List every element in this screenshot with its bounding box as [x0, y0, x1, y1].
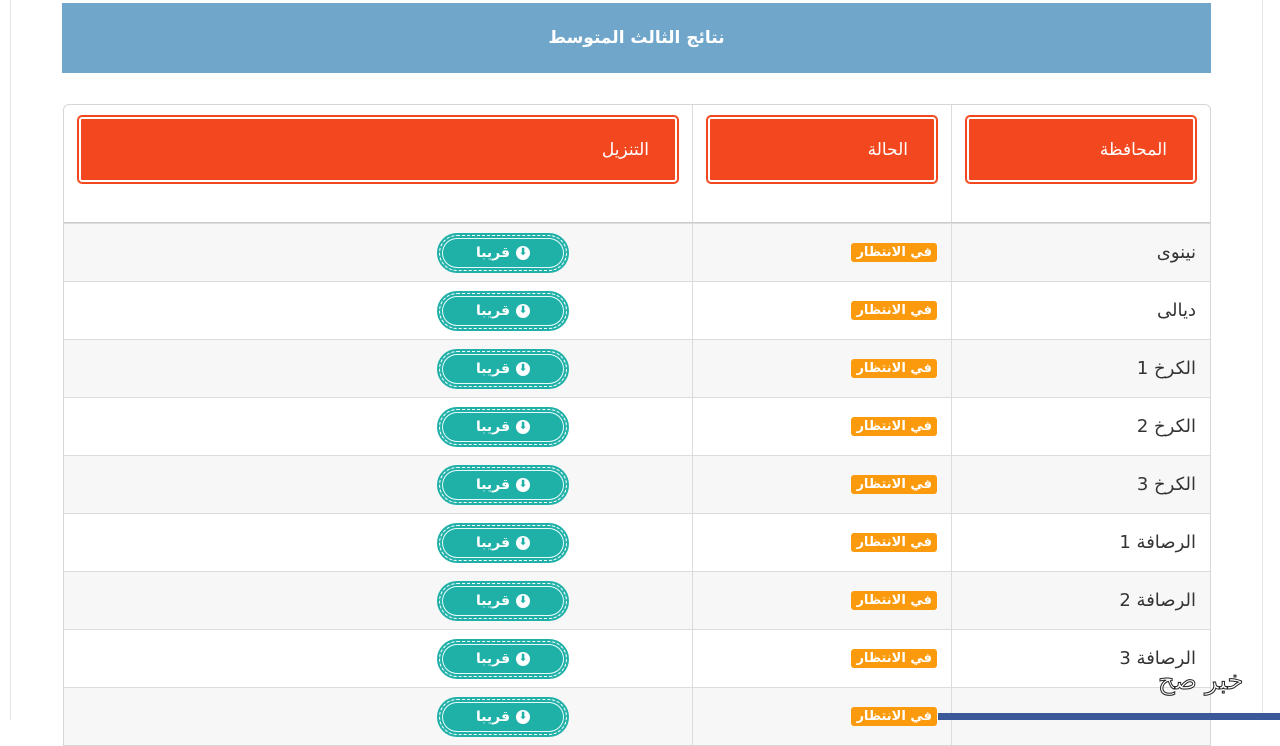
download-label: قريبا [475, 592, 511, 609]
download-label: قريبا [475, 534, 511, 551]
province-cell: الكرخ 3 [951, 456, 1210, 513]
download-icon: ⬇ [516, 477, 531, 492]
table-row: الرصافة 1 في الانتظار ⬇ قريبا [64, 513, 1210, 571]
download-button[interactable]: ⬇ قريبا [437, 406, 569, 447]
page-edge-left [10, 0, 11, 720]
download-icon: ⬇ [516, 535, 531, 550]
page-title: نتائج الثالث المتوسط [62, 3, 1211, 73]
download-label: قريبا [475, 360, 511, 377]
results-table: المحافظة الحالة التنزيل نينوى في الانتظا… [63, 104, 1211, 746]
download-icon: ⬇ [516, 419, 531, 434]
table-row: الكرخ 1 في الانتظار ⬇ قريبا [64, 339, 1210, 397]
download-icon: ⬇ [516, 709, 531, 724]
province-cell: الرصافة 2 [951, 572, 1210, 629]
download-icon: ⬇ [516, 361, 531, 376]
download-button[interactable]: ⬇ قريبا [437, 580, 569, 621]
table-row: الكرخ 3 في الانتظار ⬇ قريبا [64, 455, 1210, 513]
download-icon: ⬇ [516, 651, 531, 666]
page-edge-right [1262, 0, 1263, 720]
province-cell: الكرخ 2 [951, 398, 1210, 455]
watermark-logo: خبر صح [1157, 666, 1244, 697]
status-badge: في الانتظار [851, 649, 937, 668]
download-icon: ⬇ [516, 593, 531, 608]
status-badge: في الانتظار [851, 591, 937, 610]
download-button[interactable]: ⬇ قريبا [437, 522, 569, 563]
table-row: ديالى في الانتظار ⬇ قريبا [64, 281, 1210, 339]
download-label: قريبا [475, 418, 511, 435]
download-label: قريبا [475, 708, 511, 725]
header-province[interactable]: المحافظة [965, 115, 1197, 184]
download-button[interactable]: ⬇ قريبا [437, 348, 569, 389]
table-row: نينوى في الانتظار ⬇ قريبا [64, 223, 1210, 281]
download-button[interactable]: ⬇ قريبا [437, 232, 569, 273]
download-button[interactable]: ⬇ قريبا [437, 696, 569, 737]
table-row: الرصافة 3 في الانتظار ⬇ قريبا [64, 629, 1210, 687]
table-row: الكرخ 2 في الانتظار ⬇ قريبا [64, 397, 1210, 455]
province-cell: الكرخ 1 [951, 340, 1210, 397]
status-badge: في الانتظار [851, 301, 937, 320]
download-label: قريبا [475, 244, 511, 261]
header-download[interactable]: التنزيل [77, 115, 679, 184]
table-header: المحافظة الحالة التنزيل [64, 105, 1210, 223]
province-cell: الرصافة 1 [951, 514, 1210, 571]
download-icon: ⬇ [516, 303, 531, 318]
status-badge: في الانتظار [851, 475, 937, 494]
status-badge: في الانتظار [851, 417, 937, 436]
status-badge: في الانتظار [851, 707, 937, 726]
header-status[interactable]: الحالة [706, 115, 938, 184]
download-button[interactable]: ⬇ قريبا [437, 290, 569, 331]
table-row: الرصافة 2 في الانتظار ⬇ قريبا [64, 571, 1210, 629]
status-badge: في الانتظار [851, 359, 937, 378]
status-badge: في الانتظار [851, 533, 937, 552]
download-icon: ⬇ [516, 245, 531, 260]
download-label: قريبا [475, 476, 511, 493]
province-cell: نينوى [951, 224, 1210, 281]
bottom-bar [938, 713, 1280, 720]
download-label: قريبا [475, 650, 511, 667]
download-button[interactable]: ⬇ قريبا [437, 464, 569, 505]
download-button[interactable]: ⬇ قريبا [437, 638, 569, 679]
province-cell: ديالى [951, 282, 1210, 339]
download-label: قريبا [475, 302, 511, 319]
province-cell: الرصافة 3 [951, 630, 1210, 687]
status-badge: في الانتظار [851, 243, 937, 262]
